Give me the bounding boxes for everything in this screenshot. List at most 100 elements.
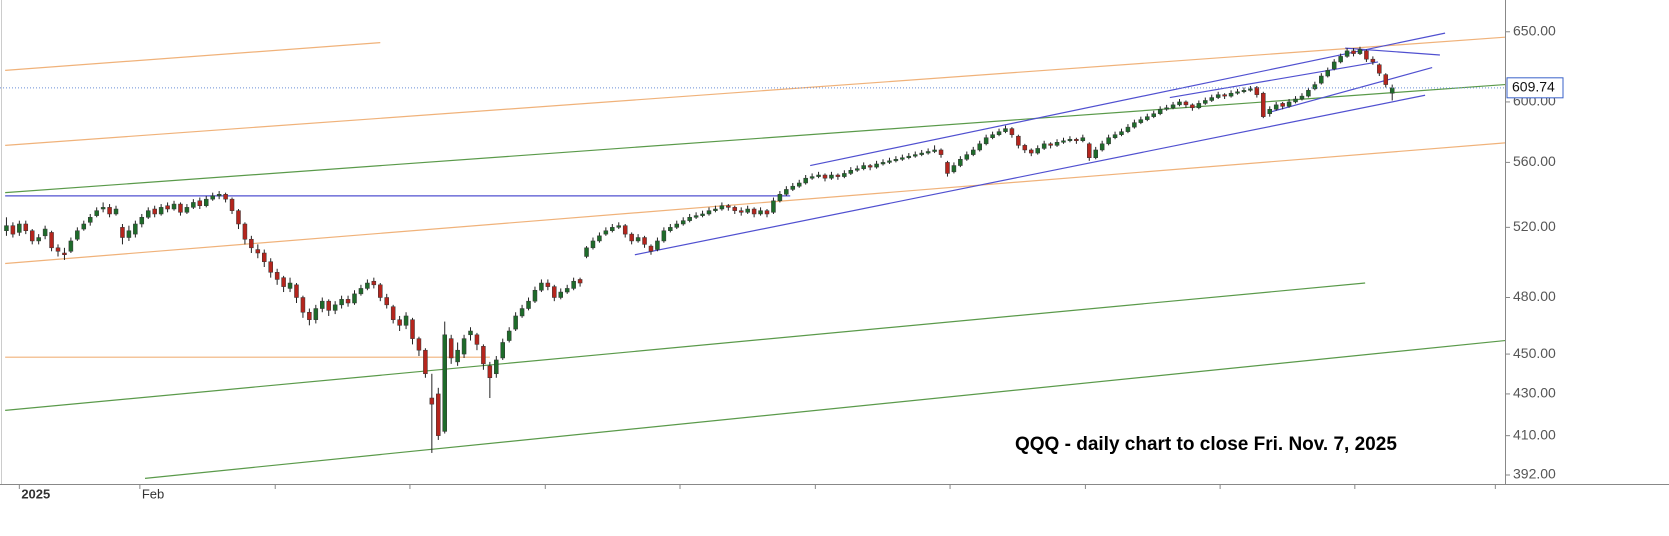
candle-body xyxy=(236,210,241,225)
candle-body xyxy=(481,346,486,365)
candle-body xyxy=(332,304,338,311)
candle-body xyxy=(1228,92,1234,97)
candle-body xyxy=(874,163,879,168)
candle-body xyxy=(81,223,87,230)
candle-body xyxy=(848,170,854,174)
candle-body xyxy=(268,261,273,273)
candle-body xyxy=(165,205,170,210)
candle-body xyxy=(571,280,576,289)
candle-body xyxy=(1112,134,1118,138)
candle-body xyxy=(790,185,796,190)
candle-body xyxy=(274,272,280,280)
trend-line xyxy=(144,339,1506,479)
candle-body xyxy=(1261,92,1266,117)
candle-body xyxy=(1106,137,1111,145)
candle-body xyxy=(661,230,667,242)
candle-body xyxy=(668,227,673,231)
candle-body xyxy=(1312,84,1318,90)
candle-body xyxy=(938,149,944,155)
candle-body xyxy=(1087,143,1092,158)
candle-body xyxy=(732,207,738,211)
candle-body xyxy=(784,189,789,195)
x-tick-label: 2025 xyxy=(21,486,50,501)
candle-body xyxy=(958,159,963,166)
candle-body xyxy=(1344,50,1350,57)
candle-body xyxy=(320,300,325,309)
trend-line xyxy=(634,94,1426,256)
candle-body xyxy=(887,160,892,163)
candle-body xyxy=(410,319,415,339)
candle-body xyxy=(1170,104,1176,109)
candle-body xyxy=(29,230,35,242)
candle-body xyxy=(1273,104,1279,110)
candle-body xyxy=(107,207,112,215)
candle-body xyxy=(87,217,93,223)
candles xyxy=(4,46,1395,453)
trend-line xyxy=(5,142,1506,265)
candle-body xyxy=(861,165,866,169)
candle-body xyxy=(352,293,357,304)
candle-body xyxy=(796,182,802,187)
candle-body xyxy=(1267,109,1272,114)
candle-body xyxy=(1151,113,1156,117)
candle-body xyxy=(816,174,821,177)
candle-body xyxy=(1029,149,1034,154)
candle-body xyxy=(390,306,396,320)
candle-body xyxy=(1157,109,1163,114)
candle-body xyxy=(919,152,924,155)
candle-body xyxy=(1325,70,1330,77)
candle-body xyxy=(693,215,699,218)
candle-body xyxy=(1145,116,1150,120)
candle-body xyxy=(133,223,138,235)
candle-body xyxy=(145,210,151,218)
candle-body xyxy=(1074,138,1079,142)
candle-body xyxy=(539,282,544,291)
candle-body xyxy=(1080,137,1086,142)
candle-body xyxy=(1351,50,1356,54)
candle-body xyxy=(1003,128,1008,132)
candle-body xyxy=(1190,104,1195,109)
candle-body xyxy=(126,230,132,238)
candle-body xyxy=(300,297,306,313)
candle-body xyxy=(42,228,48,237)
candle-body xyxy=(700,213,705,216)
y-tick-label: 480.00 xyxy=(1513,288,1556,304)
candle-body xyxy=(1338,56,1343,63)
candle-body xyxy=(964,154,970,160)
candle-body xyxy=(455,349,460,363)
trend-line xyxy=(810,32,1446,167)
candle-body xyxy=(216,194,222,197)
candle-body xyxy=(1286,101,1292,107)
candle-body xyxy=(184,207,190,213)
candle-body xyxy=(423,349,428,375)
candle-body xyxy=(100,207,106,210)
candle-body xyxy=(4,225,9,231)
candle-body xyxy=(1067,138,1073,142)
candle-body xyxy=(822,174,828,179)
candle-body xyxy=(403,315,409,326)
candle-body xyxy=(461,338,467,355)
candle-body xyxy=(17,223,22,233)
candle-body xyxy=(932,149,937,152)
candle-body xyxy=(1383,74,1389,85)
candle-body xyxy=(255,249,261,254)
candle-body xyxy=(925,151,931,154)
candle-body xyxy=(977,143,982,151)
candle-body xyxy=(55,247,61,252)
candle-body xyxy=(990,134,995,138)
candle-body xyxy=(1048,143,1053,146)
trend-line xyxy=(5,282,1366,411)
candle-body xyxy=(1093,149,1098,158)
candle-body xyxy=(597,235,602,242)
candle-body xyxy=(313,308,319,320)
candle-body xyxy=(1319,75,1324,84)
candle-body xyxy=(339,299,344,306)
candle-body xyxy=(552,286,557,298)
candle-body xyxy=(68,240,74,252)
trend-lines xyxy=(5,32,1506,479)
candle-body xyxy=(577,279,583,284)
candle-body xyxy=(178,203,183,213)
y-tick-label: 650.00 xyxy=(1513,22,1556,38)
candle-body xyxy=(610,227,615,231)
